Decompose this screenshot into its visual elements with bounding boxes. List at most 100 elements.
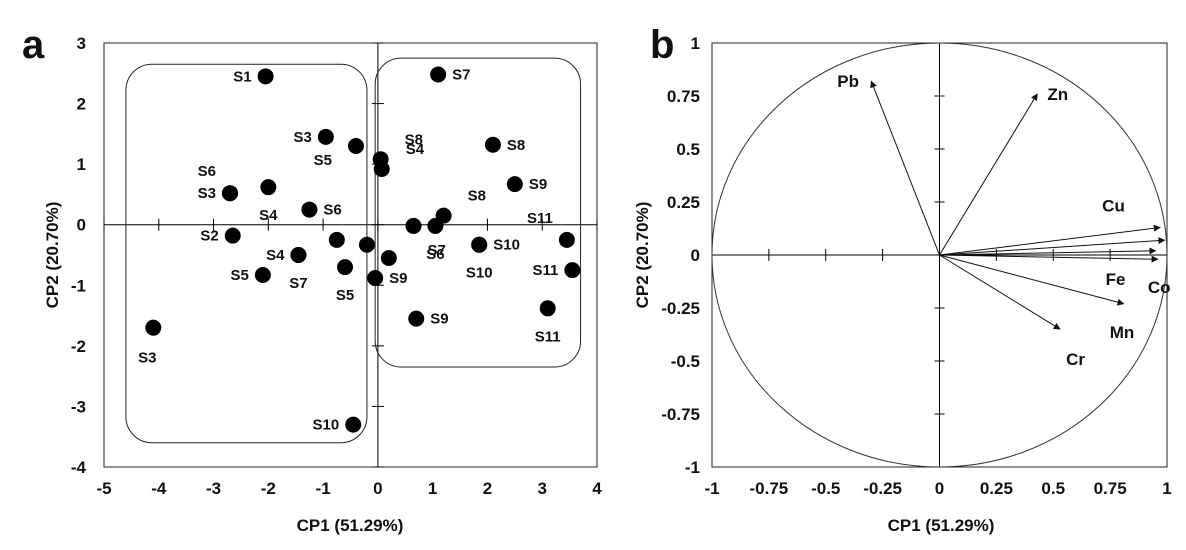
x-tick-label-a: -3 bbox=[206, 479, 221, 498]
sample-point bbox=[373, 160, 390, 177]
sample-label: S6 bbox=[323, 202, 341, 219]
sample-point bbox=[257, 68, 274, 85]
sample-label: S3 bbox=[198, 185, 216, 202]
group-boxes-a bbox=[125, 57, 582, 444]
y-tick-label-b: 0 bbox=[691, 246, 700, 265]
sample-label: S7 bbox=[452, 66, 470, 83]
x-tick-label-b: -0.25 bbox=[863, 479, 902, 498]
sample-label: S3 bbox=[293, 129, 311, 146]
y-tick-label-b: 1 bbox=[691, 34, 700, 53]
sample-label: S7 bbox=[427, 242, 445, 259]
y-tick-label-a: -1 bbox=[71, 276, 86, 295]
x-tick-label-b: 1 bbox=[1162, 479, 1171, 498]
sample-label: S4 bbox=[406, 141, 425, 158]
x-tick-label-b: 0.75 bbox=[1094, 479, 1127, 498]
variable-label: Fe bbox=[1106, 270, 1126, 289]
sample-label: S5 bbox=[230, 267, 248, 284]
sample-label: S9 bbox=[430, 311, 448, 328]
x-tick-label-b: -1 bbox=[704, 479, 719, 498]
sample-label: S9 bbox=[529, 176, 547, 193]
sample-label: S2 bbox=[200, 228, 218, 245]
x-tick-label-a: 4 bbox=[592, 479, 602, 498]
panel-letter-b: b bbox=[650, 23, 674, 67]
sample-point bbox=[347, 137, 364, 154]
y-tick-label-b: -0.5 bbox=[671, 352, 700, 371]
sample-label: S4 bbox=[266, 247, 285, 264]
sample-point bbox=[224, 227, 241, 244]
sample-point bbox=[471, 236, 488, 253]
loading-arrow bbox=[939, 224, 1161, 256]
sample-point bbox=[145, 319, 162, 336]
x-tick-label-a: 1 bbox=[428, 479, 437, 498]
y-tick-label-a: 3 bbox=[77, 34, 86, 53]
sample-point bbox=[254, 266, 271, 283]
sample-point bbox=[430, 66, 447, 83]
loading-arrow bbox=[939, 254, 1159, 263]
y-axis-label-a: CP2 (20.70%) bbox=[43, 202, 62, 309]
loading-arrows-b: Pb Zn Cu Fe Co Mn Cr bbox=[837, 72, 1170, 369]
y-tick-label-a: 1 bbox=[77, 155, 86, 174]
x-tick-label-b: -0.75 bbox=[750, 479, 789, 498]
x-tick-label-b: 0.5 bbox=[1041, 479, 1065, 498]
y-tick-label-a: -2 bbox=[71, 337, 86, 356]
tick-labels-a: -5 -4 -3 -2 -1 0 1 2 3 4 -4 -3 -2 -1 0 1 2 3 bbox=[71, 34, 602, 498]
sample-label: S7 bbox=[289, 275, 307, 292]
unit-circle-b bbox=[711, 42, 1168, 468]
x-tick-label-a: -5 bbox=[96, 479, 111, 498]
y-tick-label-a: 0 bbox=[77, 216, 86, 235]
x-tick-label-b: 0.25 bbox=[980, 479, 1013, 498]
sample-label: S1 bbox=[233, 68, 251, 85]
variable-label: Pb bbox=[837, 72, 859, 91]
loading-arrow bbox=[870, 80, 940, 256]
x-tick-label-a: 2 bbox=[483, 479, 492, 498]
sample-label: S10 bbox=[493, 237, 520, 254]
variable-label: Cr bbox=[1066, 350, 1085, 369]
y-tick-label-a: 2 bbox=[77, 95, 86, 114]
panel-b: b Pb Zn Cu Fe Co Mn Cr -1 -0.75 -0.5 -0.25 0 0.25 0.… bbox=[633, 23, 1172, 535]
sample-point bbox=[367, 270, 384, 287]
x-tick-label-a: -1 bbox=[316, 479, 331, 498]
x-tick-label-a: 0 bbox=[373, 479, 382, 498]
loading-arrow bbox=[939, 254, 1061, 330]
y-tick-label-b: 0.5 bbox=[676, 140, 700, 159]
x-tick-label-a: 3 bbox=[537, 479, 546, 498]
x-axis-label-b: CP1 (51.29%) bbox=[888, 516, 995, 535]
y-tick-label-b: 0.25 bbox=[667, 193, 700, 212]
sample-point bbox=[564, 262, 581, 279]
loading-arrow bbox=[939, 254, 1125, 306]
y-axis-label-b: CP2 (20.70%) bbox=[633, 202, 652, 309]
loading-arrow bbox=[939, 247, 1157, 256]
sample-label: S6 bbox=[198, 163, 216, 180]
plot-frame-a bbox=[103, 42, 598, 468]
sample-label: S11 bbox=[532, 262, 558, 279]
loading-arrow bbox=[939, 93, 1038, 256]
sample-point bbox=[301, 201, 318, 218]
correlation-circle bbox=[711, 42, 1168, 468]
x-axis-label-a: CP1 (51.29%) bbox=[297, 516, 404, 535]
sample-point bbox=[358, 236, 375, 253]
sample-label: S11 bbox=[535, 328, 561, 345]
y-tick-label-b: -0.75 bbox=[661, 405, 700, 424]
sample-point bbox=[290, 247, 307, 263]
sample-point bbox=[405, 217, 422, 234]
sample-label: S10 bbox=[313, 417, 340, 434]
sample-label: S9 bbox=[389, 270, 407, 287]
x-tick-label-b: -0.5 bbox=[811, 479, 840, 498]
variable-label: Cu bbox=[1102, 196, 1125, 215]
sample-point bbox=[260, 179, 277, 196]
x-tick-label-a: -4 bbox=[151, 479, 167, 498]
panel-letter-a: a bbox=[22, 23, 45, 67]
y-tick-label-b: 0.75 bbox=[667, 87, 700, 106]
sample-point bbox=[427, 217, 444, 234]
sample-point bbox=[539, 300, 556, 317]
sample-point bbox=[558, 231, 575, 248]
sample-group-box bbox=[374, 57, 582, 368]
tick-labels-b: -1 -0.75 -0.5 -0.25 0 0.25 0.5 0.75 1 -1 -0.75 -0.5… bbox=[661, 34, 1171, 498]
y-tick-label-b: -1 bbox=[685, 458, 700, 477]
sample-label: S8 bbox=[468, 188, 486, 205]
sample-point bbox=[345, 416, 362, 433]
sample-label: S11 bbox=[527, 210, 553, 227]
sample-group-box bbox=[125, 63, 368, 444]
